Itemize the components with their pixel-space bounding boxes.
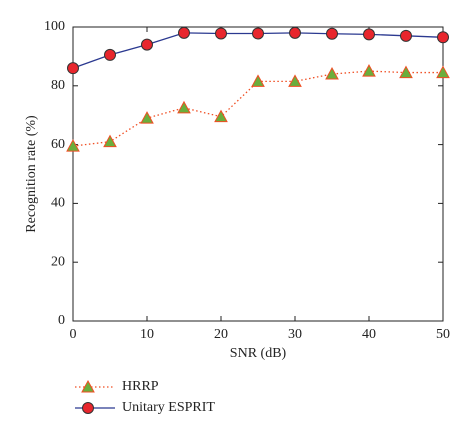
y-tick-label: 80: [51, 78, 65, 93]
data-point: [103, 134, 117, 148]
data-point: [363, 28, 375, 41]
data-point: [140, 111, 154, 124]
legend-marker: [82, 402, 94, 414]
y-tick-label: 0: [58, 313, 65, 328]
data-point: [178, 26, 190, 39]
y-tick-label: 20: [51, 254, 65, 269]
data-point: [251, 74, 265, 87]
x-tick-label: 50: [436, 327, 450, 342]
data-point: [289, 26, 301, 39]
y-tick-label: 60: [51, 137, 65, 152]
data-point: [141, 38, 153, 51]
data-point: [214, 109, 228, 123]
data-point: [67, 62, 79, 75]
x-tick-label: 0: [70, 327, 77, 342]
y-tick-label: 40: [51, 196, 65, 211]
x-axis-label: SNR (dB): [230, 346, 287, 361]
data-point: [437, 31, 449, 44]
legend-label: Unitary ESPRIT: [122, 400, 215, 415]
data-point: [362, 64, 376, 77]
data-point: [399, 65, 413, 79]
x-tick-label: 20: [214, 327, 228, 342]
data-point: [252, 27, 264, 40]
data-point: [66, 139, 80, 152]
x-tick-label: 40: [362, 327, 376, 342]
plot-frame: [72, 26, 444, 322]
data-point: [104, 48, 116, 61]
data-point: [326, 27, 338, 40]
data-point: [325, 66, 339, 80]
data-point: [177, 100, 191, 114]
data-point: [215, 27, 227, 40]
legend-label: HRRP: [122, 379, 159, 394]
x-tick-label: 30: [288, 327, 302, 342]
x-tick-label: 10: [140, 327, 154, 342]
data-point: [400, 29, 412, 42]
data-point: [288, 74, 302, 87]
data-point: [436, 65, 450, 79]
legend-marker: [81, 379, 95, 393]
y-axis-label: Recognition rate (%): [24, 115, 39, 233]
y-tick-label: 100: [44, 19, 65, 34]
